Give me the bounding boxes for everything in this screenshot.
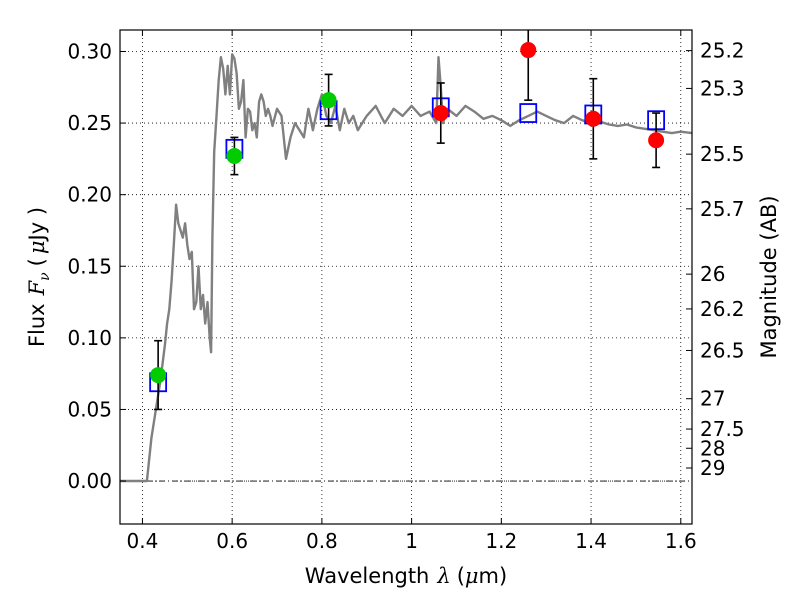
mag-tick-label: 26.5 bbox=[700, 338, 745, 362]
model-spectrum-line bbox=[120, 53, 692, 483]
x-axis-label: Wavelength λ (μm) bbox=[305, 564, 507, 588]
mag-tick-label: 26.2 bbox=[700, 297, 745, 321]
y-tick-label: 0.30 bbox=[67, 39, 112, 63]
mag-tick-label: 28 bbox=[700, 436, 725, 460]
mag-tick-label: 26 bbox=[700, 262, 725, 286]
model-photometry-square bbox=[519, 103, 538, 123]
y-axis-label: FluxFν(μJy ) bbox=[25, 207, 53, 347]
observed-point bbox=[226, 148, 243, 165]
y-tick-label: 0.25 bbox=[67, 111, 112, 135]
observed-point bbox=[520, 42, 537, 59]
mag-tick-label: 25.5 bbox=[700, 142, 745, 166]
mag-tick-label: 25.3 bbox=[700, 76, 745, 100]
plot-frame bbox=[119, 29, 693, 525]
y-tick-label: 0.20 bbox=[67, 183, 112, 207]
x-axis-ticks: 0.4 0.6 0.8 1 1.2 1.4 1.6 bbox=[127, 30, 697, 553]
plot-series bbox=[120, 30, 692, 483]
x-tick-label: 1.6 bbox=[665, 529, 697, 553]
grid-lines bbox=[120, 30, 692, 524]
x-tick-label: 1 bbox=[405, 529, 418, 553]
y-axis-ticks: 0.00 0.05 0.10 0.15 0.20 0.25 0.30 bbox=[67, 39, 126, 493]
observed-point bbox=[150, 367, 167, 384]
x-tick-label: 0.8 bbox=[306, 529, 338, 553]
observed-point bbox=[585, 110, 602, 127]
mag-tick-label: 29 bbox=[700, 456, 725, 480]
x-tick-label: 1.4 bbox=[575, 529, 607, 553]
x-tick-label: 0.6 bbox=[216, 529, 248, 553]
x-tick-label: 0.4 bbox=[127, 529, 159, 553]
mag-tick-label: 27 bbox=[700, 387, 725, 411]
mag-tick-label: 25.7 bbox=[700, 197, 745, 221]
y-tick-label: 0.05 bbox=[67, 397, 112, 421]
y2-axis-label: Magnitude (AB) bbox=[757, 195, 781, 358]
observed-point bbox=[648, 132, 665, 149]
mag-tick-label: 27.5 bbox=[700, 417, 745, 441]
y-tick-label: 0.10 bbox=[67, 326, 112, 350]
mag-tick-label: 25.2 bbox=[700, 39, 745, 63]
y-tick-label: 0.00 bbox=[67, 469, 112, 493]
observed-point bbox=[320, 92, 337, 109]
observed-point bbox=[432, 105, 449, 122]
y-tick-label: 0.15 bbox=[67, 254, 112, 278]
x-tick-label: 1.2 bbox=[485, 529, 517, 553]
